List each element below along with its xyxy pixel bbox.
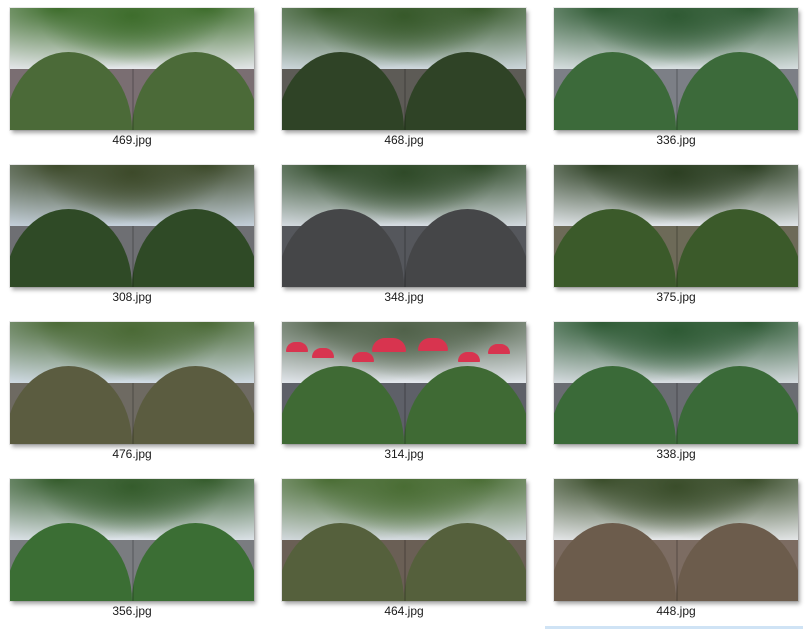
- file-name: 348.jpg: [384, 290, 424, 304]
- file-tile[interactable]: 336.jpg: [544, 0, 809, 157]
- thumbnail-image[interactable]: [9, 321, 255, 445]
- red-parasol: [312, 348, 334, 358]
- file-name: 476.jpg: [112, 447, 152, 461]
- thumbnail-image[interactable]: [553, 7, 799, 131]
- thumbnail-image[interactable]: [9, 478, 255, 602]
- thumbnail-image[interactable]: [553, 478, 799, 602]
- thumbnail-image[interactable]: [281, 164, 527, 288]
- thumbnail-image[interactable]: [553, 321, 799, 445]
- file-tile[interactable]: 375.jpg: [544, 157, 809, 314]
- file-tile[interactable]: 314.jpg: [272, 314, 544, 471]
- file-name: 308.jpg: [112, 290, 152, 304]
- thumbnail-image[interactable]: [553, 164, 799, 288]
- red-parasol: [286, 342, 308, 352]
- thumbnail-image[interactable]: [281, 321, 527, 445]
- file-name: 448.jpg: [656, 604, 696, 618]
- red-parasol: [418, 338, 448, 351]
- thumbnail-image[interactable]: [9, 7, 255, 131]
- file-tile[interactable]: 464.jpg: [272, 471, 544, 628]
- red-parasol: [372, 338, 406, 352]
- red-parasol: [352, 352, 374, 362]
- red-parasol: [488, 344, 510, 354]
- file-name: 468.jpg: [384, 133, 424, 147]
- file-tile[interactable]: 476.jpg: [0, 314, 272, 471]
- file-name: 469.jpg: [112, 133, 152, 147]
- thumbnail-image[interactable]: [9, 164, 255, 288]
- file-tile[interactable]: 308.jpg: [0, 157, 272, 314]
- file-tile[interactable]: 338.jpg: [544, 314, 809, 471]
- file-name: 464.jpg: [384, 604, 424, 618]
- file-tile[interactable]: 469.jpg: [0, 0, 272, 157]
- red-parasol: [458, 352, 480, 362]
- file-name: 375.jpg: [656, 290, 696, 304]
- file-tile[interactable]: 356.jpg: [0, 471, 272, 628]
- file-name: 356.jpg: [112, 604, 152, 618]
- file-tile[interactable]: 448.jpg: [544, 471, 809, 628]
- file-tile[interactable]: 468.jpg: [272, 0, 544, 157]
- file-name: 338.jpg: [656, 447, 696, 461]
- thumbnail-image[interactable]: [281, 7, 527, 131]
- selection-highlight: [545, 626, 803, 629]
- file-tile[interactable]: 348.jpg: [272, 157, 544, 314]
- thumbnail-image[interactable]: [281, 478, 527, 602]
- file-name: 336.jpg: [656, 133, 696, 147]
- file-name: 314.jpg: [384, 447, 424, 461]
